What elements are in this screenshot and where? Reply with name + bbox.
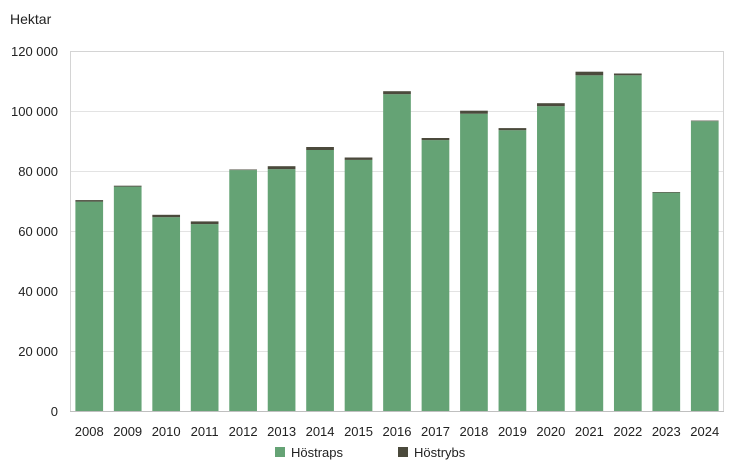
bar-hostrybs-2014	[306, 147, 334, 150]
bar-hostraps-2012	[229, 170, 257, 411]
bar-hostrybs-2008	[75, 200, 104, 202]
bar-hostrybs-2009	[113, 185, 142, 187]
x-tick-label: 2021	[575, 424, 604, 439]
y-tick-label: 80 000	[18, 164, 58, 179]
x-tick-label: 2013	[267, 424, 296, 439]
x-tick-label: 2010	[152, 424, 181, 439]
bar-hostrybs-2019	[498, 128, 527, 131]
bar-hostrybs-2022	[613, 73, 642, 76]
bar-hostraps-2010	[152, 217, 181, 411]
x-tick-label: 2009	[113, 424, 142, 439]
bar-hostraps-2016	[383, 94, 411, 411]
legend-label-hostraps: Höstraps	[291, 445, 344, 460]
legend: Höstraps Höstrybs	[275, 445, 466, 460]
bar-hostraps-2009	[113, 186, 142, 411]
bar-hostraps-2013	[267, 169, 296, 411]
bar-hostrybs-2018	[460, 110, 488, 114]
bar-hostrybs-2016	[383, 91, 411, 95]
x-tick-label: 2017	[421, 424, 450, 439]
x-tick-label: 2019	[498, 424, 527, 439]
bar-hostrybs-2023	[652, 192, 681, 193]
x-tick-label: 2008	[75, 424, 104, 439]
x-axis-ticks: 2008 2009 2010 2011 2012 2013 2014 2015 2016 2017…	[75, 424, 719, 439]
bar-hostraps-2019	[498, 130, 527, 411]
x-tick-label: 2024	[690, 424, 719, 439]
bar-hostraps-2015	[344, 159, 373, 411]
bar-hostraps-2021	[575, 75, 604, 412]
bar-hostraps-2020	[537, 106, 565, 411]
bar-hostraps-2008	[75, 201, 104, 411]
bar-hostraps-2022	[613, 75, 642, 412]
bar-hostrybs-2010	[152, 214, 181, 218]
x-tick-label: 2014	[306, 424, 335, 439]
bars	[75, 71, 719, 412]
bar-hostrybs-2013	[267, 166, 296, 170]
x-tick-label: 2012	[229, 424, 258, 439]
y-tick-label: 0	[51, 404, 58, 419]
y-tick-label: 120 000	[11, 44, 58, 59]
y-tick-label: 20 000	[18, 344, 58, 359]
bar-hostraps-2011	[190, 224, 219, 411]
x-tick-label: 2022	[613, 424, 642, 439]
y-axis-ticks: 0 20 000 40 000 60 000 80 000 100 000 120 000	[11, 44, 58, 419]
x-tick-label: 2020	[536, 424, 565, 439]
bar-hostrybs-2012	[229, 169, 257, 171]
x-tick-label: 2016	[383, 424, 412, 439]
bar-hostraps-2014	[306, 150, 334, 411]
x-tick-label: 2015	[344, 424, 373, 439]
legend-swatch-hostraps	[275, 447, 285, 457]
x-tick-label: 2011	[191, 424, 219, 439]
bar-hostrybs-2011	[190, 221, 219, 225]
bar-hostraps-2018	[460, 113, 488, 411]
bar-hostrybs-2015	[344, 157, 373, 160]
bar-hostrybs-2020	[537, 103, 565, 107]
bar-hostraps-2023	[652, 192, 681, 411]
x-tick-label: 2018	[459, 424, 488, 439]
bar-hostraps-2017	[421, 140, 450, 411]
bar-hostrybs-2017	[421, 138, 450, 141]
legend-label-hostrybs: Höstrybs	[414, 445, 466, 460]
y-tick-label: 100 000	[11, 104, 58, 119]
y-axis-unit-label: Hektar	[10, 11, 52, 27]
bar-hostrybs-2021	[575, 71, 604, 76]
y-tick-label: 60 000	[18, 224, 58, 239]
y-tick-label: 40 000	[18, 284, 58, 299]
legend-swatch-hostrybs	[398, 447, 408, 457]
x-tick-label: 2023	[652, 424, 681, 439]
bar-hostraps-2024	[690, 121, 719, 411]
bar-hostrybs-2024	[690, 120, 719, 122]
